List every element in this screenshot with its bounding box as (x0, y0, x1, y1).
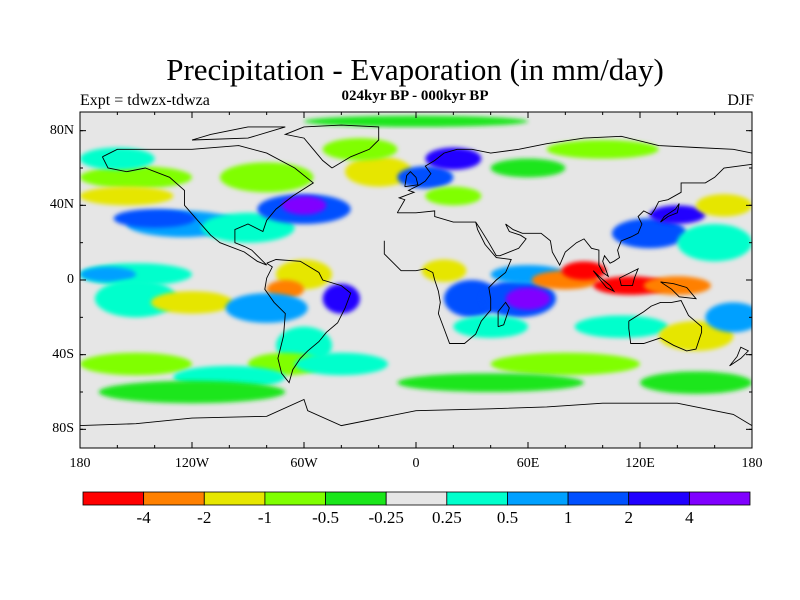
field-patch (574, 315, 668, 338)
field-patch (80, 186, 174, 206)
field-patch (444, 280, 500, 318)
field-patch (421, 259, 467, 282)
field-layer (80, 115, 752, 404)
coastline-layer (80, 124, 752, 427)
field-patch (304, 115, 528, 127)
field-patch (490, 158, 566, 178)
coastline (497, 301, 510, 328)
field-patch (201, 212, 295, 243)
coastline (264, 259, 352, 384)
coastline (80, 398, 752, 427)
coastline (404, 171, 419, 188)
axis-ticks (79, 112, 753, 448)
field-patch (80, 266, 136, 282)
field-patch (345, 156, 413, 187)
colorbar-swatch (203, 491, 266, 506)
season-label: DJF (727, 92, 754, 109)
colorbar-label: 0.25 (431, 508, 462, 527)
colorbar (82, 491, 751, 506)
colorbar-swatch (446, 491, 508, 506)
field-patch (705, 302, 752, 333)
coastline (660, 203, 680, 223)
field-patch (294, 352, 389, 376)
colorbar-swatch (82, 491, 145, 506)
field-patch (322, 283, 361, 314)
colorbar-swatch (567, 491, 630, 506)
field-patch (612, 218, 687, 249)
colorbar-label: 4 (685, 508, 694, 527)
field-patch (453, 315, 528, 338)
field-patch (80, 166, 192, 189)
x-tick-label: 180 (69, 456, 91, 471)
coastline (628, 299, 703, 352)
colorbar-swatch (628, 491, 690, 506)
coastline (592, 270, 616, 293)
x-tick-label: 120W (174, 456, 210, 471)
colorbar-label: -1 (257, 508, 272, 527)
field-patch (546, 140, 659, 159)
coastline (396, 135, 752, 214)
colorbar-label: -4 (136, 508, 151, 527)
colorbar-swatch (325, 491, 387, 506)
y-tick-label: 80S (52, 421, 74, 437)
colorbar-swatch (385, 491, 448, 506)
coastline (397, 163, 752, 278)
coastline (101, 145, 315, 266)
coastline (283, 124, 380, 169)
coastline (383, 221, 512, 344)
field-patch (649, 205, 706, 225)
x-tick-label: 0 (412, 456, 420, 471)
field-patch (281, 196, 327, 215)
coastline (660, 281, 698, 300)
field-patch (80, 352, 192, 376)
colorbar-label: 2 (624, 508, 633, 527)
x-tick-label: 60W (290, 456, 318, 471)
coastline (729, 346, 750, 367)
colorbar-label: 0.5 (496, 508, 519, 527)
y-tick-label: 40N (49, 197, 74, 213)
colorbar-label: -0.5 (312, 508, 339, 527)
field-patch (322, 138, 398, 161)
field-patch (425, 147, 482, 170)
colorbar-label: -0.25 (368, 508, 404, 527)
field-patch (490, 352, 640, 376)
field-patch (677, 224, 752, 262)
experiment-label: Expt = tdwzx-tdwza (80, 92, 210, 109)
field-patch (80, 147, 155, 170)
field-patch (696, 194, 752, 217)
field-patch (219, 162, 314, 193)
x-tick-label: 120E (625, 456, 655, 471)
colorbar-swatch (143, 491, 205, 506)
colorbar-swatch (264, 491, 326, 506)
field-patch (98, 380, 286, 404)
colorbar-swatch (688, 491, 751, 506)
colorbar-label: 1 (563, 508, 573, 527)
field-patch (505, 287, 551, 310)
field-patch (643, 276, 711, 295)
x-tick-label: 60E (516, 456, 540, 471)
field-patch (113, 209, 196, 228)
chart-subtitle: 024kyr BP - 000kyr BP (341, 88, 489, 104)
colorbar-label: -2 (197, 508, 212, 527)
field-patch (658, 321, 734, 351)
field-patch (640, 371, 752, 394)
field-patch (561, 261, 607, 280)
field-patch (225, 293, 308, 323)
coastline (619, 267, 639, 287)
field-patch (397, 373, 584, 392)
y-tick-label: 40S (52, 346, 74, 362)
field-patch (397, 166, 454, 189)
field-patch (425, 186, 482, 206)
colorbar-swatch (507, 491, 569, 506)
chart-title: Precipitation - Evaporation (in mm/day) (166, 52, 664, 87)
y-tick-label: 80N (49, 122, 74, 138)
x-tick-label: 180 (741, 456, 763, 471)
field-patch (150, 291, 234, 314)
y-tick-label: 0 (67, 272, 74, 287)
coastline (191, 126, 286, 141)
